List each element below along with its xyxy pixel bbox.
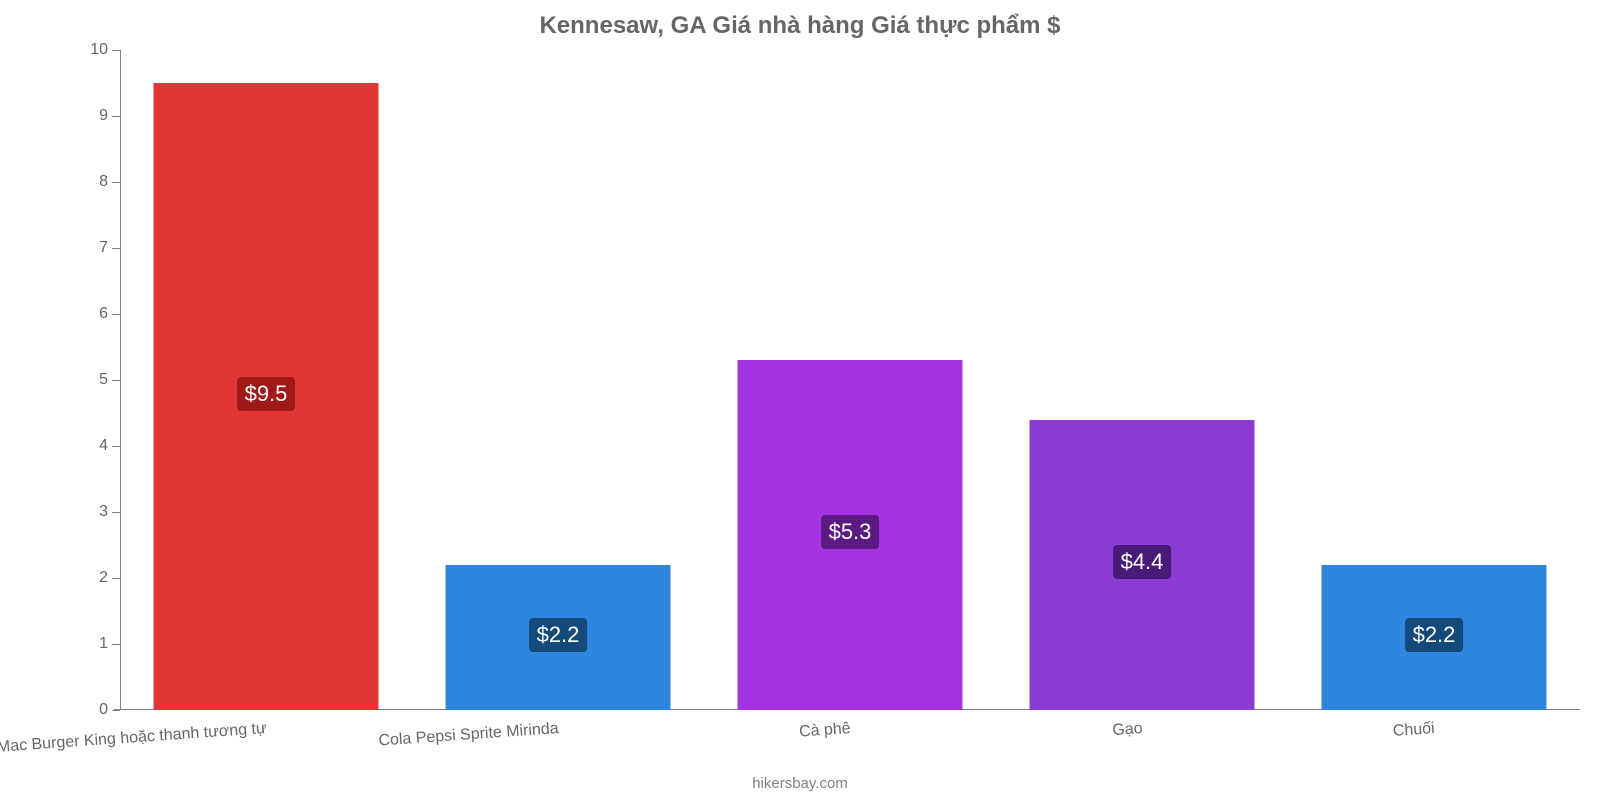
bar-value-label: $2.2 [1405, 618, 1464, 652]
y-tick-label: 9 [99, 107, 108, 125]
x-category-label: Gạo [1112, 720, 1143, 740]
x-category-label: Cà phê [799, 720, 852, 742]
x-category-label: Cola Pepsi Sprite Mirinda [378, 720, 559, 751]
y-tick [112, 182, 120, 183]
y-tick-label: 5 [99, 371, 108, 389]
credit-text: hikersbay.com [752, 775, 848, 792]
y-tick [112, 578, 120, 579]
y-tick [112, 116, 120, 117]
y-tick [112, 446, 120, 447]
x-category-label: Chuối [1392, 720, 1435, 741]
bar-value-label: $5.3 [821, 515, 880, 549]
y-tick-label: 4 [99, 437, 108, 455]
y-tick [112, 644, 120, 645]
y-tick [112, 248, 120, 249]
bar-value-label: $4.4 [1113, 545, 1172, 579]
y-tick-label: 3 [99, 503, 108, 521]
y-tick [112, 512, 120, 513]
plot-area: 012345678910$9.5Mac Burger King hoặc tha… [120, 50, 1580, 710]
bar: $9.5 [154, 83, 379, 710]
y-tick-label: 2 [99, 569, 108, 587]
y-tick [112, 50, 120, 51]
x-category-label: Mac Burger King hoặc thanh tương tự [0, 720, 267, 757]
bar: $4.4 [1030, 420, 1255, 710]
bar: $2.2 [1322, 565, 1547, 710]
bar: $2.2 [446, 565, 671, 710]
bar: $5.3 [738, 360, 963, 710]
chart-title: Kennesaw, GA Giá nhà hàng Giá thực phẩm … [0, 0, 1600, 40]
bar-value-label: $9.5 [237, 377, 296, 411]
y-tick-label: 10 [90, 41, 108, 59]
y-tick-label: 6 [99, 305, 108, 323]
y-tick [112, 314, 120, 315]
y-tick-label: 7 [99, 239, 108, 257]
y-tick [112, 710, 120, 711]
bar-value-label: $2.2 [529, 618, 588, 652]
y-tick [112, 380, 120, 381]
y-tick-label: 0 [99, 701, 108, 719]
y-tick-label: 8 [99, 173, 108, 191]
y-axis-line [120, 50, 121, 710]
y-tick-label: 1 [99, 635, 108, 653]
